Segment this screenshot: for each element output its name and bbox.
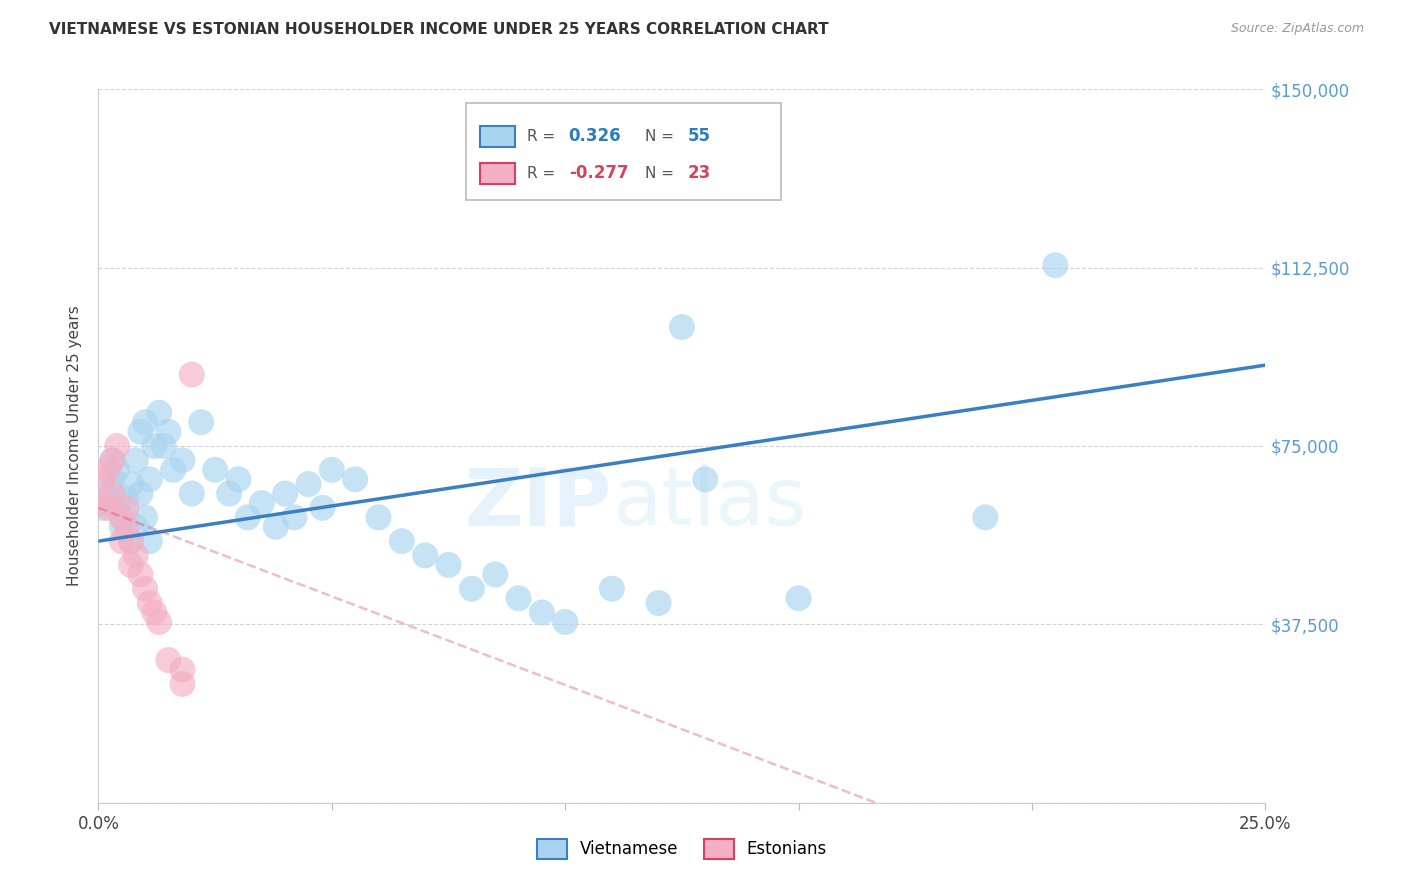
Text: ZIP: ZIP [464,464,612,542]
Vietnamese [1045,258,1067,272]
Estonians [129,567,152,582]
Estonians [115,520,138,534]
Estonians [172,663,194,677]
Vietnamese [647,596,669,610]
Vietnamese [139,534,162,549]
Vietnamese [437,558,460,572]
Vietnamese [125,453,148,467]
Text: N =: N = [644,166,679,181]
Vietnamese [120,534,142,549]
Estonians [101,486,124,500]
Vietnamese [671,320,693,334]
Estonians [97,463,120,477]
Vietnamese [391,534,413,549]
Vietnamese [139,472,162,486]
Vietnamese [413,549,436,563]
Estonians [115,500,138,515]
Vietnamese [554,615,576,629]
Estonians [134,582,156,596]
Vietnamese [600,582,623,596]
Vietnamese [321,463,343,477]
Vietnamese [101,472,124,486]
Estonians [157,653,180,667]
Estonians [143,606,166,620]
Vietnamese [367,510,389,524]
Estonians [105,439,128,453]
Text: N =: N = [644,128,679,144]
Vietnamese [134,415,156,429]
Vietnamese [91,500,114,515]
Vietnamese [180,486,202,500]
Estonians [101,453,124,467]
Vietnamese [484,567,506,582]
Vietnamese [695,472,717,486]
Vietnamese [344,472,367,486]
Text: 23: 23 [688,164,711,182]
Vietnamese [283,510,305,524]
Vietnamese [162,463,184,477]
Y-axis label: Householder Income Under 25 years: Householder Income Under 25 years [67,306,83,586]
Vietnamese [218,486,240,500]
Vietnamese [974,510,997,524]
Vietnamese [274,486,297,500]
Estonians [172,677,194,691]
Vietnamese [530,606,553,620]
Vietnamese [134,510,156,524]
FancyBboxPatch shape [465,103,782,200]
Vietnamese [297,477,319,491]
Estonians [97,500,120,515]
Text: Source: ZipAtlas.com: Source: ZipAtlas.com [1230,22,1364,36]
Text: 0.326: 0.326 [568,128,621,145]
Vietnamese [204,463,226,477]
Vietnamese [228,472,250,486]
Text: -0.277: -0.277 [568,164,628,182]
Estonians [111,534,134,549]
Vietnamese [97,486,120,500]
Vietnamese [115,491,138,506]
Vietnamese [111,520,134,534]
Vietnamese [172,453,194,467]
Vietnamese [190,415,212,429]
Text: atlas: atlas [612,464,806,542]
Estonians [91,496,114,510]
Text: R =: R = [527,128,560,144]
Estonians [120,534,142,549]
Text: VIETNAMESE VS ESTONIAN HOUSEHOLDER INCOME UNDER 25 YEARS CORRELATION CHART: VIETNAMESE VS ESTONIAN HOUSEHOLDER INCOM… [49,22,828,37]
Vietnamese [105,496,128,510]
Vietnamese [120,477,142,491]
Estonians [139,596,162,610]
Estonians [91,472,114,486]
Vietnamese [264,520,287,534]
Text: R =: R = [527,166,560,181]
Legend: Vietnamese, Estonians: Vietnamese, Estonians [530,832,834,866]
Vietnamese [157,425,180,439]
Estonians [120,558,142,572]
Text: 55: 55 [688,128,711,145]
Estonians [111,510,134,524]
Estonians [125,549,148,563]
Vietnamese [129,425,152,439]
Vietnamese [125,520,148,534]
Vietnamese [148,406,170,420]
Vietnamese [152,439,174,453]
Estonians [180,368,202,382]
Vietnamese [236,510,259,524]
Vietnamese [311,500,333,515]
Vietnamese [105,463,128,477]
Vietnamese [143,439,166,453]
Vietnamese [508,591,530,606]
FancyBboxPatch shape [479,162,515,184]
FancyBboxPatch shape [479,126,515,147]
Vietnamese [787,591,810,606]
Vietnamese [129,486,152,500]
Vietnamese [250,496,273,510]
Vietnamese [101,453,124,467]
Estonians [148,615,170,629]
Vietnamese [461,582,484,596]
Vietnamese [111,510,134,524]
